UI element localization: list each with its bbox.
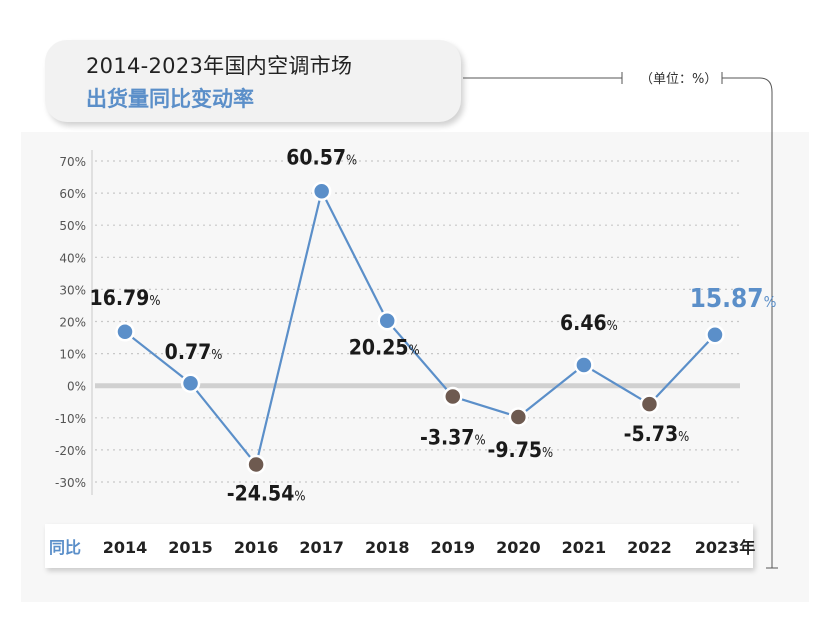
y-tick-label: 10% [59, 348, 86, 362]
data-point [705, 325, 725, 345]
data-label: 0.77% [165, 340, 223, 364]
y-tick-label: 70% [59, 155, 86, 169]
data-label: 16.79% [90, 286, 161, 310]
decor-lines [463, 72, 778, 569]
x-axis-bar [45, 524, 753, 568]
x-tick-label: 2016 [234, 538, 279, 557]
data-label: 60.57% [286, 145, 357, 169]
x-axis-row-label: 同比 [49, 538, 81, 557]
data-label: -24.54% [227, 481, 306, 505]
y-tick-label: -30% [55, 476, 86, 490]
x-tick-label: 2023年 [695, 538, 756, 557]
y-tick-label: 60% [59, 187, 86, 201]
data-point [508, 407, 529, 427]
chart-title: 2014-2023年国内空调市场 [86, 54, 353, 78]
y-tick-label: 30% [59, 283, 86, 297]
data-point [246, 454, 266, 475]
series-line [124, 188, 716, 467]
title-card [45, 40, 461, 122]
data-point [377, 310, 397, 331]
x-tick-label: 2021 [562, 538, 607, 557]
y-tick-label: 50% [59, 219, 86, 233]
data-label: 20.25% [349, 336, 420, 360]
data-point [574, 355, 594, 375]
unit-label: （单位：%） [640, 72, 718, 87]
data-label: -9.75% [488, 438, 554, 462]
y-tick-label: 40% [59, 251, 86, 265]
chart-subtitle: 出货量同比变动率 [86, 87, 254, 111]
data-label: 6.46% [560, 311, 618, 335]
x-tick-label: 2020 [496, 538, 541, 557]
y-tick-label: 0% [67, 380, 86, 394]
data-label: -5.73% [624, 422, 690, 446]
x-tick-label: 2018 [365, 538, 410, 557]
x-tick-label: 2019 [431, 538, 476, 557]
x-tick-label: 2015 [168, 538, 213, 557]
chart-background [21, 132, 809, 602]
y-tick-label: -20% [55, 444, 86, 458]
x-tick-label: 2014 [103, 538, 148, 557]
data-point [311, 181, 332, 202]
x-tick-label: 2022 [627, 538, 672, 557]
data-label: 15.87% [690, 284, 777, 314]
data-point [180, 373, 201, 393]
x-tick-label: 2017 [299, 538, 344, 557]
y-tick-label: 20% [59, 316, 86, 330]
data-label: -3.37% [420, 426, 486, 450]
data-point [115, 322, 135, 342]
data-point [639, 394, 660, 414]
data-point [443, 386, 463, 407]
y-tick-label: -10% [55, 412, 86, 426]
